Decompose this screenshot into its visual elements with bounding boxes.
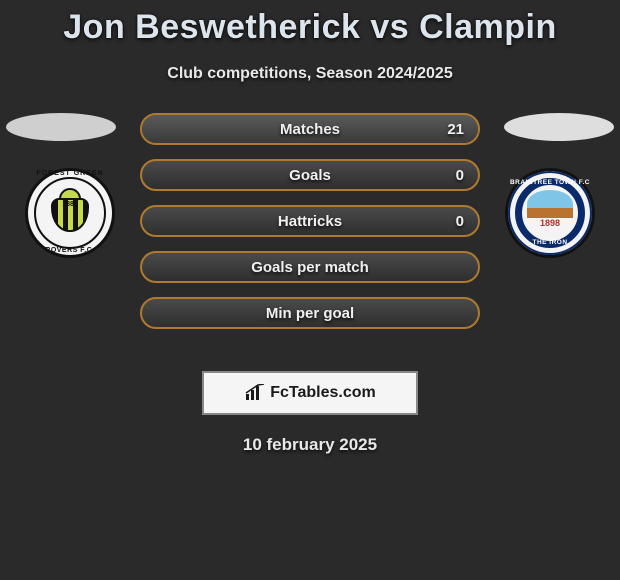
stat-label: Hattricks — [278, 213, 342, 230]
chart-icon — [244, 384, 266, 402]
stat-label: Min per goal — [266, 305, 354, 322]
club-badge-left: 1889 FOREST GREEN ROVERS F.C. — [25, 168, 115, 258]
stat-bar: Goals per match — [140, 251, 480, 283]
stat-label: Goals per match — [251, 259, 369, 276]
stat-bar: Min per goal — [140, 297, 480, 329]
player-silhouette-right — [504, 113, 614, 141]
footer-date: 10 february 2025 — [0, 435, 620, 455]
stat-value: 0 — [456, 213, 464, 230]
stat-bar: Hattricks 0 — [140, 205, 480, 237]
page-subtitle: Club competitions, Season 2024/2025 — [0, 65, 620, 83]
stat-label: Matches — [280, 121, 340, 138]
player-silhouette-left — [6, 113, 116, 141]
attribution-text: FcTables.com — [270, 384, 376, 402]
club-badge-right: 1898 BRAINTREE TOWN F.C THE IRON — [505, 168, 595, 258]
stat-value: 21 — [447, 121, 464, 138]
badge-left-bottom-text: ROVERS F.C. — [25, 247, 115, 254]
comparison-area: 1889 FOREST GREEN ROVERS F.C. 1898 BRAIN… — [0, 113, 620, 363]
badge-left-top-text: FOREST GREEN — [25, 170, 115, 177]
badge-right-bottom-text: THE IRON — [505, 239, 595, 246]
stat-value: 0 — [456, 167, 464, 184]
attribution-box: FcTables.com — [202, 371, 418, 415]
page-title: Jon Beswetherick vs Clampin — [0, 0, 620, 47]
stat-label: Goals — [289, 167, 331, 184]
stat-bar: Matches 21 — [140, 113, 480, 145]
badge-right-top-text: BRAINTREE TOWN F.C — [505, 179, 595, 186]
stat-bars: Matches 21 Goals 0 Hattricks 0 Goals per match… — [140, 113, 480, 343]
stat-bar: Goals 0 — [140, 159, 480, 191]
